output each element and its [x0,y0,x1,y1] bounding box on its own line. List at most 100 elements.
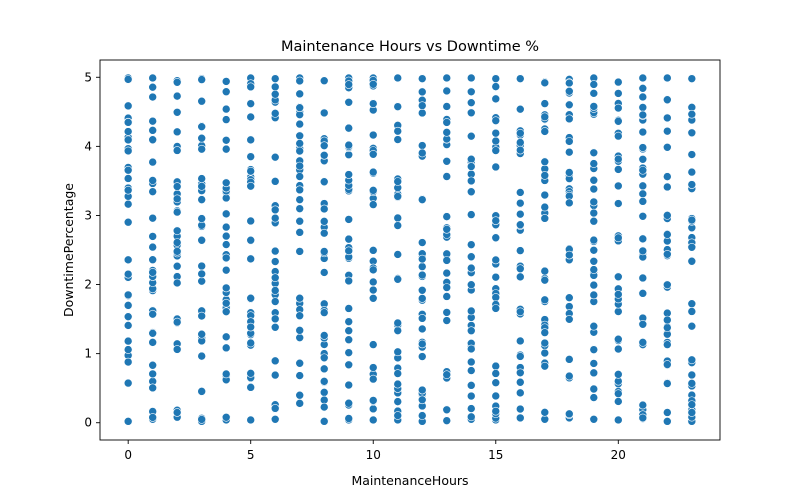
data-point [564,147,574,157]
data-point [221,135,231,145]
y-axis-label: DowntimePercentage [61,183,76,317]
data-point [148,360,157,370]
data-point [344,215,354,224]
data-point [295,228,305,237]
data-point [123,378,133,388]
data-point [466,187,476,197]
data-point [589,393,599,402]
data-point [172,317,182,327]
data-point [148,116,157,126]
data-point [221,240,231,249]
data-point [589,265,599,274]
data-point [319,141,329,150]
data-point [466,357,476,367]
data-point [564,250,574,260]
data-point [393,102,403,111]
data-point [393,135,403,144]
data-point [246,322,256,332]
data-point [344,398,354,408]
data-point [393,126,403,136]
data-point [417,262,427,271]
data-point [123,165,133,175]
data-point [393,192,403,201]
data-point [663,249,672,259]
data-point [368,277,378,287]
data-point [540,266,550,276]
data-point [466,381,476,390]
y-tick-label: 0 [84,416,92,430]
data-point [417,339,427,349]
data-point [663,417,672,426]
data-point [613,415,623,425]
data-point [466,210,476,219]
data-point [589,414,599,424]
data-point [589,235,599,245]
data-point [638,127,648,137]
data-point [564,78,574,88]
data-point [663,172,672,181]
data-point [589,216,599,226]
data-point [368,167,378,177]
data-point [123,101,133,111]
data-point [344,304,354,313]
data-point [466,404,476,413]
data-point [319,76,329,86]
data-point [564,168,574,177]
data-point [368,396,378,405]
data-point [172,91,182,101]
data-point [466,73,476,83]
data-point [613,199,623,208]
data-point [123,269,133,279]
data-point [221,144,231,154]
data-point [148,213,157,223]
x-tick-label: 10 [366,448,381,462]
data-point [466,366,476,375]
data-point [687,355,697,365]
data-point [123,345,133,354]
data-point [319,177,329,187]
data-point [663,379,672,388]
data-point [123,185,133,195]
data-point [221,343,231,353]
data-point [491,361,501,371]
data-point [466,154,476,164]
data-point [663,230,672,239]
data-point [540,295,550,305]
data-point [540,361,550,371]
data-point [687,243,697,252]
data-point [270,356,280,366]
data-point [491,369,501,378]
data-point [564,100,574,110]
data-point [393,221,403,230]
data-point [246,254,256,264]
data-point [442,283,452,292]
data-point [197,387,206,396]
data-point [589,80,599,89]
data-point [687,180,697,189]
data-point [393,379,403,389]
data-point [270,414,280,424]
data-point [368,200,378,209]
data-point [295,326,305,335]
data-point [393,397,403,406]
data-point [123,312,133,321]
data-point [638,338,648,347]
data-point [638,273,648,283]
data-point [663,95,672,105]
data-point [589,359,599,368]
data-point [246,369,256,378]
data-point [638,181,648,191]
data-point [368,340,378,349]
data-point [295,247,305,256]
data-point [123,135,133,145]
data-point [148,383,157,393]
x-tick-label: 20 [611,448,626,462]
data-point [197,351,206,361]
data-point [393,213,403,223]
data-point [319,331,329,340]
data-point [613,290,623,299]
data-point [466,306,476,316]
data-point [295,146,305,156]
data-point [540,112,550,122]
data-point [270,273,280,283]
